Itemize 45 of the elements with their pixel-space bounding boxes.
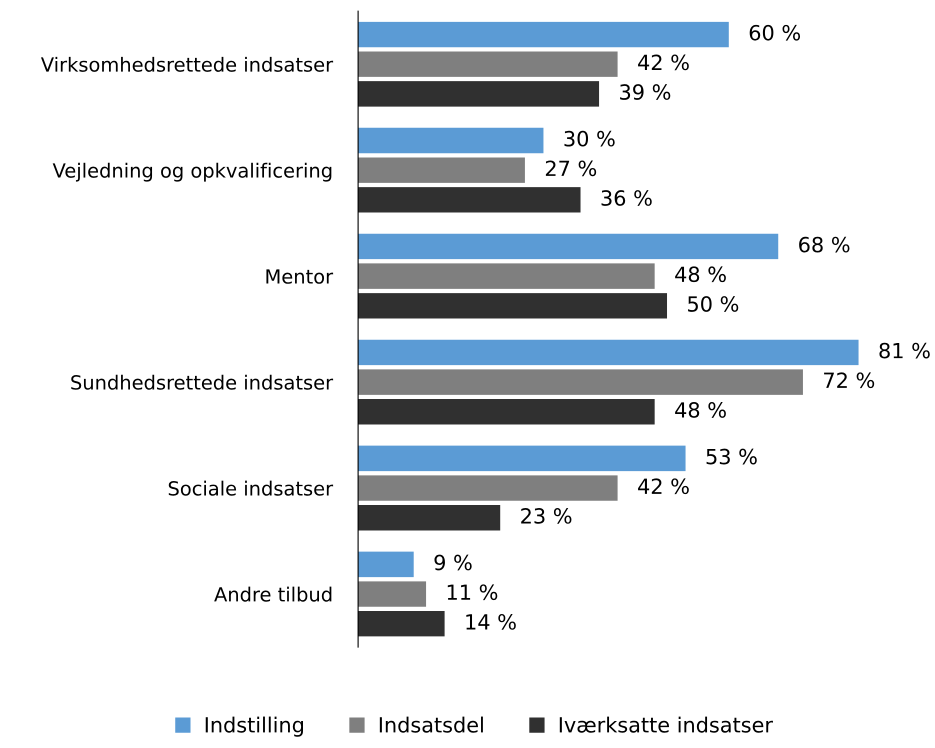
legend-label: Indstilling [206, 716, 303, 737]
data-label: 72 % [824, 372, 874, 388]
data-label: 9 % [434, 554, 472, 570]
y-tick-label: Vejledning og opkvalificering [52, 162, 332, 182]
y-tick-label: Virksomhedsrettede indsatser [40, 56, 334, 72]
bar [358, 51, 618, 77]
bar [358, 399, 655, 424]
data-label: 50 % [688, 296, 738, 312]
legend-label: Iværksatte indsatser [560, 716, 773, 733]
bar [358, 505, 500, 530]
bar [358, 552, 414, 578]
bar [358, 581, 426, 607]
y-tick-label: Mentor [266, 269, 334, 284]
legend-label: Indsatsdel [380, 716, 483, 733]
bar [358, 293, 668, 319]
data-label: 23 % [521, 508, 572, 524]
bar [358, 369, 803, 395]
bar [358, 187, 581, 213]
data-label: 11 % [448, 584, 498, 600]
bar [358, 340, 859, 366]
data-label: 30 % [564, 130, 615, 147]
data-label: 39 % [620, 84, 670, 100]
data-label: 53 % [706, 448, 757, 464]
data-label: 48 % [675, 402, 726, 418]
bar [358, 234, 778, 260]
y-tick-label: Sundhedsrettede indsatser [71, 374, 334, 390]
bar [358, 610, 445, 636]
data-label: 14 % [466, 614, 516, 630]
data-label: 27 % [546, 160, 596, 176]
bar [358, 128, 544, 154]
bar [358, 446, 686, 472]
bar [358, 263, 655, 289]
data-label: 81 % [879, 342, 930, 358]
bar [358, 475, 618, 501]
y-tick-label: Andre tilbud [214, 586, 332, 602]
data-label: 36 % [602, 190, 652, 206]
data-label: 68 % [799, 236, 850, 253]
y-tick-label: Sociale indsatser [168, 480, 334, 496]
data-label: 42 % [638, 478, 689, 494]
data-label: 48 % [675, 266, 726, 282]
data-label: 42 % [638, 54, 689, 70]
bar [358, 22, 729, 48]
data-label: 60 % [750, 24, 800, 41]
bar [358, 157, 525, 183]
bar [358, 81, 600, 107]
